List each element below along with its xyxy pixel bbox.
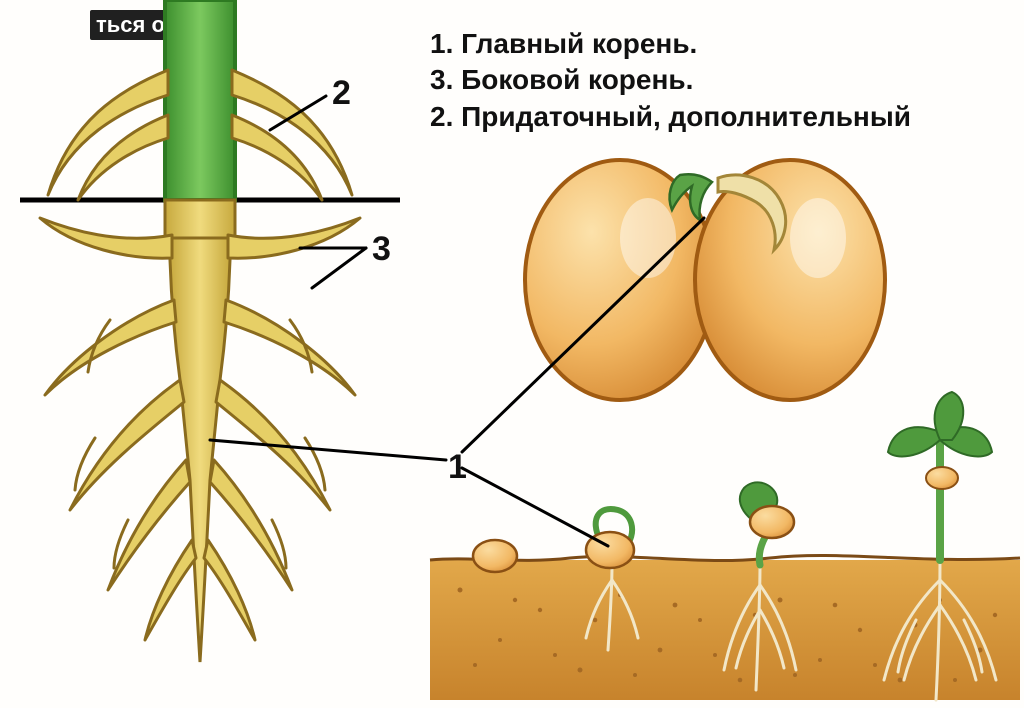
seed-cotyledons xyxy=(525,160,885,400)
diagram-svg: 2 3 1 xyxy=(0,0,1024,708)
seed-highlight xyxy=(620,198,676,278)
leader-num-2: 2 xyxy=(332,74,351,112)
soil-surface xyxy=(430,555,1020,560)
stem-above-ground xyxy=(165,0,235,200)
diagram-canvas: ться однока 1. Главный корень. 3. Боково… xyxy=(0,0,1024,708)
stage-1-seed xyxy=(473,540,517,572)
leader-num-1: 1 xyxy=(448,448,467,486)
main-root xyxy=(170,238,230,662)
seed-right-lobe xyxy=(695,160,885,400)
root-crown xyxy=(165,200,235,240)
soil-block xyxy=(430,560,1020,700)
seed-highlight xyxy=(790,198,846,278)
leader-num-3: 3 xyxy=(372,230,391,268)
germination-sequence xyxy=(430,392,1020,700)
